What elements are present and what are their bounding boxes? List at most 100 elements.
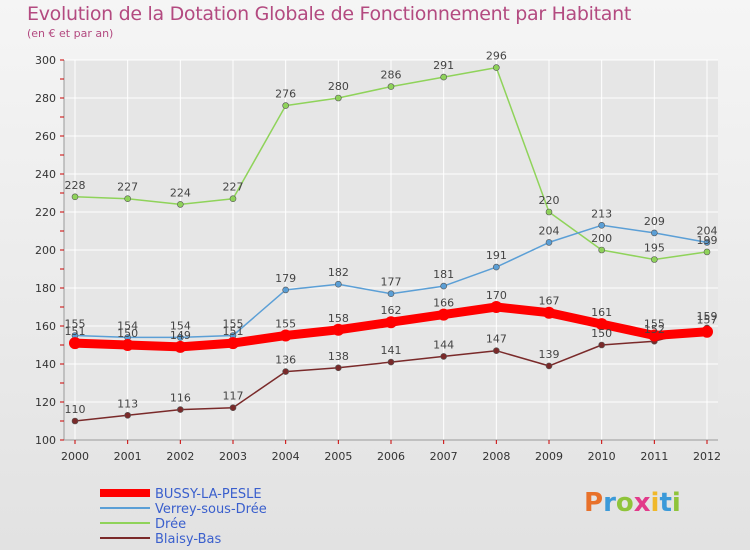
x-tick-label: 2000 <box>61 450 89 463</box>
data-point <box>493 64 500 71</box>
y-tick-label: 140 <box>35 358 56 371</box>
data-point <box>598 222 605 229</box>
data-point <box>595 318 608 331</box>
data-point <box>124 195 131 202</box>
data-point <box>598 246 605 254</box>
y-tick-label: 160 <box>35 320 56 333</box>
data-label: 155 <box>644 318 665 331</box>
data-point <box>387 358 395 366</box>
data-label: 158 <box>328 312 349 325</box>
data-label: 162 <box>381 304 402 317</box>
y-tick-label: 280 <box>35 92 56 105</box>
data-label: 182 <box>328 266 349 279</box>
data-point <box>648 329 661 342</box>
y-tick-label: 260 <box>35 130 56 143</box>
data-point <box>229 404 237 412</box>
data-point <box>545 208 553 216</box>
data-label: 286 <box>381 69 402 82</box>
x-tick-label: 2012 <box>693 450 721 463</box>
data-point <box>701 325 713 338</box>
data-point <box>493 263 500 271</box>
data-label: 155 <box>223 318 244 331</box>
x-tick-label: 2004 <box>272 450 300 463</box>
data-label: 150 <box>591 327 612 340</box>
data-point <box>279 329 292 342</box>
data-label: 161 <box>591 306 612 319</box>
data-label: 166 <box>433 297 454 310</box>
data-point <box>545 362 553 370</box>
data-point <box>69 337 81 350</box>
data-label: 147 <box>486 333 507 346</box>
x-tick-label: 2001 <box>114 450 142 463</box>
data-point <box>174 340 187 353</box>
data-label: 213 <box>591 207 612 220</box>
data-label: 152 <box>644 323 665 336</box>
data-label: 195 <box>644 242 665 255</box>
chart-title: Evolution de la Dotation Globale de Fonc… <box>27 3 632 25</box>
data-point <box>71 193 79 201</box>
data-label: 159 <box>697 310 718 323</box>
data-label: 204 <box>697 224 718 237</box>
data-label: 191 <box>486 249 507 262</box>
data-label: 181 <box>433 268 454 281</box>
data-label: 151 <box>223 325 244 338</box>
y-tick-label: 220 <box>35 206 56 219</box>
data-point <box>335 94 342 102</box>
legend-label-2: Drée <box>155 517 186 532</box>
data-label: 177 <box>381 276 402 289</box>
data-label: 296 <box>486 50 507 63</box>
y-tick-label: 100 <box>35 434 56 447</box>
data-label: 149 <box>170 329 191 342</box>
data-label: 113 <box>117 397 138 410</box>
x-tick-label: 2003 <box>219 450 247 463</box>
legend-label-1: Verrey-sous-Drée <box>155 502 267 517</box>
data-label: 199 <box>697 234 718 247</box>
data-point <box>440 282 447 290</box>
data-label: 154 <box>117 319 138 332</box>
data-label: 204 <box>539 224 560 237</box>
data-point <box>177 406 184 413</box>
data-point <box>387 83 395 90</box>
data-label: 139 <box>539 348 560 361</box>
data-point <box>177 201 184 208</box>
data-label: 144 <box>433 338 454 351</box>
data-point <box>493 347 500 355</box>
data-label: 136 <box>275 354 296 367</box>
x-tick-label: 2006 <box>377 450 405 463</box>
data-label: 110 <box>65 403 86 416</box>
data-point <box>121 339 134 351</box>
data-label: 138 <box>328 350 349 363</box>
data-point <box>651 256 658 263</box>
x-tick-label: 2009 <box>535 450 563 463</box>
data-label: 200 <box>591 232 612 245</box>
data-point <box>282 368 289 375</box>
data-point <box>490 301 503 313</box>
data-label: 167 <box>539 295 560 308</box>
data-label: 227 <box>223 181 244 194</box>
y-tick-label: 240 <box>35 168 56 181</box>
data-point <box>543 306 555 319</box>
data-label: 151 <box>65 325 86 338</box>
data-label: 224 <box>170 186 191 199</box>
data-point <box>177 334 184 341</box>
x-tick-label: 2002 <box>166 450 194 463</box>
data-label: 141 <box>381 344 402 357</box>
data-point <box>703 248 711 256</box>
data-point <box>703 239 711 246</box>
y-tick-label: 200 <box>35 244 56 257</box>
data-point <box>545 239 553 246</box>
x-tick-label: 2005 <box>324 450 352 463</box>
data-label: 116 <box>170 392 191 405</box>
data-point <box>385 316 397 329</box>
data-point <box>440 353 447 360</box>
data-label: 170 <box>486 289 507 302</box>
data-label: 155 <box>275 318 296 331</box>
data-label: 220 <box>539 194 560 207</box>
data-label: 209 <box>644 215 665 228</box>
x-tick-label: 2011 <box>640 450 668 463</box>
data-point <box>440 73 447 81</box>
data-label: 280 <box>328 80 349 93</box>
proxiti-logo: Proxiti <box>584 488 681 518</box>
data-point <box>387 290 395 298</box>
